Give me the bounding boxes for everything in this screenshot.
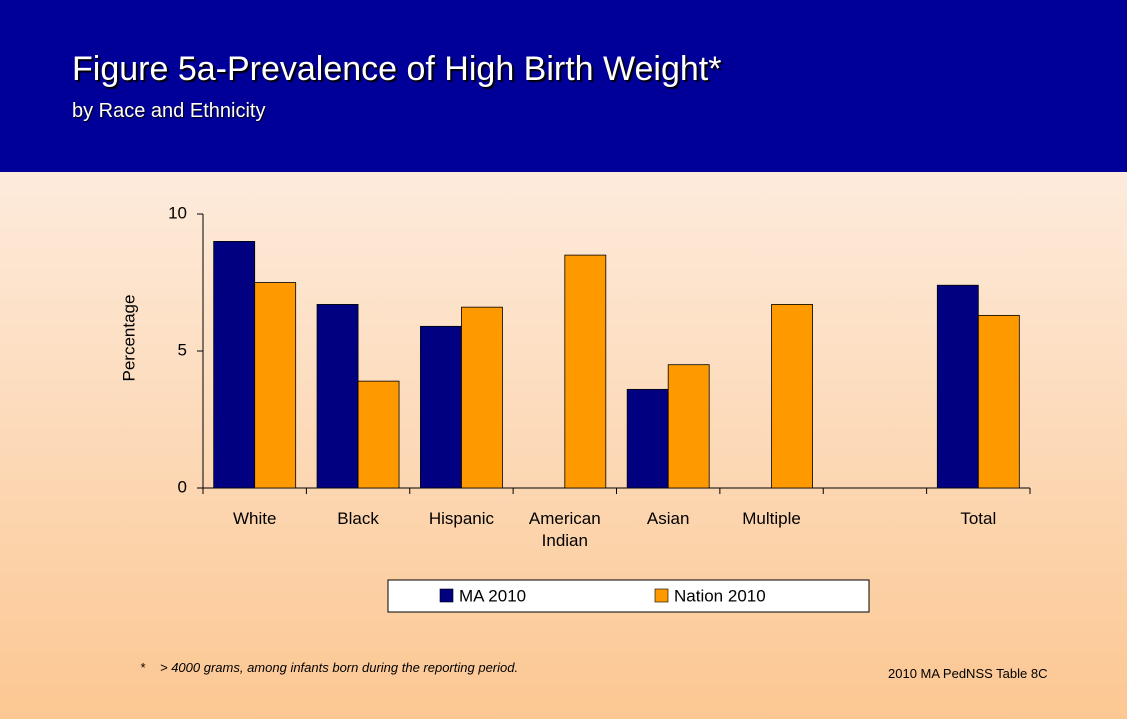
x-tick-label: Total	[960, 509, 997, 528]
legend-swatch	[654, 588, 669, 603]
bar	[461, 306, 503, 489]
bar	[254, 282, 297, 489]
footnote: > 4000 grams, among infants born during …	[160, 660, 519, 675]
bar	[213, 240, 256, 489]
header	[0, 0, 1127, 172]
x-tick-label: Asian	[646, 509, 690, 528]
legend-label: MA 2010	[459, 586, 526, 605]
legend-swatch	[439, 588, 454, 603]
legend-box	[387, 579, 870, 613]
bar	[667, 364, 710, 489]
bar	[626, 388, 669, 489]
y-axis-label: Percentage	[119, 295, 138, 382]
chart-subtitle: by Race and Ethnicity	[72, 100, 266, 122]
legend-label: Nation 2010	[674, 586, 766, 605]
y-tick-label: 0	[178, 477, 187, 496]
bar	[420, 325, 462, 489]
bar	[977, 314, 1020, 489]
bar	[316, 304, 359, 489]
source: 2010 MA PedNSS Table 8C	[888, 666, 1048, 681]
x-tick-label: White	[232, 509, 277, 528]
bar	[771, 304, 813, 489]
x-tick-label: American Indian	[528, 509, 601, 550]
x-tick-label: Hispanic	[428, 509, 495, 528]
x-tick-label: Black	[337, 509, 379, 528]
bar	[564, 254, 607, 489]
footnote-marker: *	[140, 660, 146, 675]
y-tick-label: 10	[168, 203, 187, 222]
bar	[357, 380, 400, 489]
y-tick-label: 5	[178, 340, 187, 359]
chart-title: Figure 5a-Prevalence of High Birth Weigh…	[72, 50, 722, 88]
x-tick-label: Multiple	[742, 509, 801, 528]
bar	[936, 284, 979, 489]
